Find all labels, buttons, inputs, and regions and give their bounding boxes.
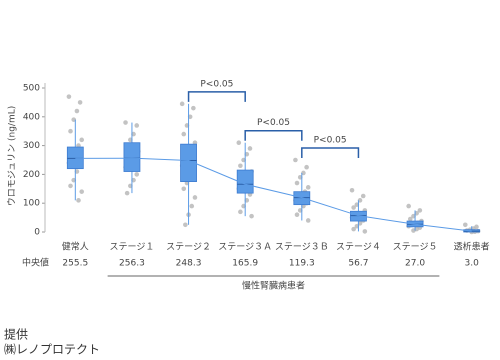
data-point — [247, 146, 253, 151]
box — [123, 142, 141, 172]
data-point — [304, 164, 309, 170]
median-value: 119.3 — [289, 259, 315, 269]
data-point — [134, 172, 140, 177]
median-row-label: 中央値 — [22, 257, 49, 269]
x-tick-label: ステージ４ — [336, 242, 381, 253]
data-point — [305, 218, 311, 223]
x-tick-label: ステージ５ — [393, 242, 438, 253]
y-axis-label: ウロモジュリン (ng/mL) — [7, 106, 18, 206]
data-point — [349, 187, 355, 193]
x-tick-label: ステージ３Ｂ — [275, 242, 329, 253]
data-point — [360, 193, 366, 199]
x-tick-label: ステージ２ — [166, 242, 211, 253]
median-value: 248.3 — [176, 259, 202, 269]
median-value: 56.7 — [348, 259, 368, 269]
y-tick-label: 400 — [23, 112, 40, 122]
x-tick-label: 透析患者 — [454, 241, 490, 253]
median-value: 256.3 — [119, 259, 145, 269]
data-point — [181, 131, 187, 137]
data-point — [294, 180, 300, 186]
y-tick-label: 100 — [23, 199, 40, 209]
data-point — [124, 190, 130, 196]
data-point — [407, 216, 413, 222]
data-point — [76, 198, 81, 203]
data-point — [238, 163, 243, 169]
data-point — [305, 185, 311, 190]
data-point — [134, 123, 140, 128]
median-line — [75, 157, 472, 232]
significance-label: P<0.05 — [314, 136, 347, 146]
x-tick-label: 健常人 — [62, 241, 89, 253]
data-point — [294, 212, 300, 218]
data-point — [66, 94, 72, 99]
x-tick-label: ステージ１ — [110, 242, 155, 253]
data-point — [238, 209, 243, 215]
data-point — [68, 183, 73, 189]
significance-bracket — [187, 91, 246, 102]
data-point — [406, 203, 411, 209]
data-point — [74, 108, 80, 114]
y-tick-label: 200 — [23, 170, 40, 180]
median-value: 27.0 — [405, 259, 425, 269]
box — [180, 143, 197, 183]
y-tick-label: 500 — [23, 84, 40, 94]
data-point — [79, 137, 85, 143]
data-point — [183, 222, 188, 228]
significance-label: P<0.05 — [200, 79, 233, 89]
data-point — [191, 105, 196, 111]
data-point — [362, 229, 368, 234]
data-point — [79, 189, 85, 194]
data-point — [249, 213, 254, 219]
median-value: 255.5 — [62, 259, 88, 269]
data-point — [417, 208, 423, 213]
significance-bracket — [244, 129, 303, 141]
median-value: 3.0 — [465, 259, 480, 269]
data-point — [181, 186, 187, 192]
y-tick-label: 0 — [34, 228, 40, 238]
data-point — [192, 195, 198, 200]
x-tick-label: ステージ３Ａ — [218, 242, 272, 253]
data-point — [179, 101, 185, 107]
credit: 提供 — [4, 327, 28, 342]
box — [66, 146, 84, 170]
data-point — [189, 203, 195, 209]
data-point — [351, 205, 356, 210]
significance-bracket — [301, 147, 360, 158]
data-point — [351, 226, 356, 232]
credit: ㈱レノプロテクト — [4, 343, 100, 357]
group-label: 慢性腎臓病患者 — [242, 280, 305, 292]
median-value: 165.9 — [232, 259, 258, 269]
data-point — [236, 140, 242, 146]
significance-label: P<0.05 — [257, 118, 290, 128]
data-point — [68, 128, 73, 134]
data-point — [77, 100, 83, 105]
y-tick-label: 300 — [23, 141, 40, 151]
box — [236, 169, 254, 194]
data-point — [462, 222, 468, 228]
data-point — [123, 120, 128, 125]
data-point — [293, 157, 298, 163]
